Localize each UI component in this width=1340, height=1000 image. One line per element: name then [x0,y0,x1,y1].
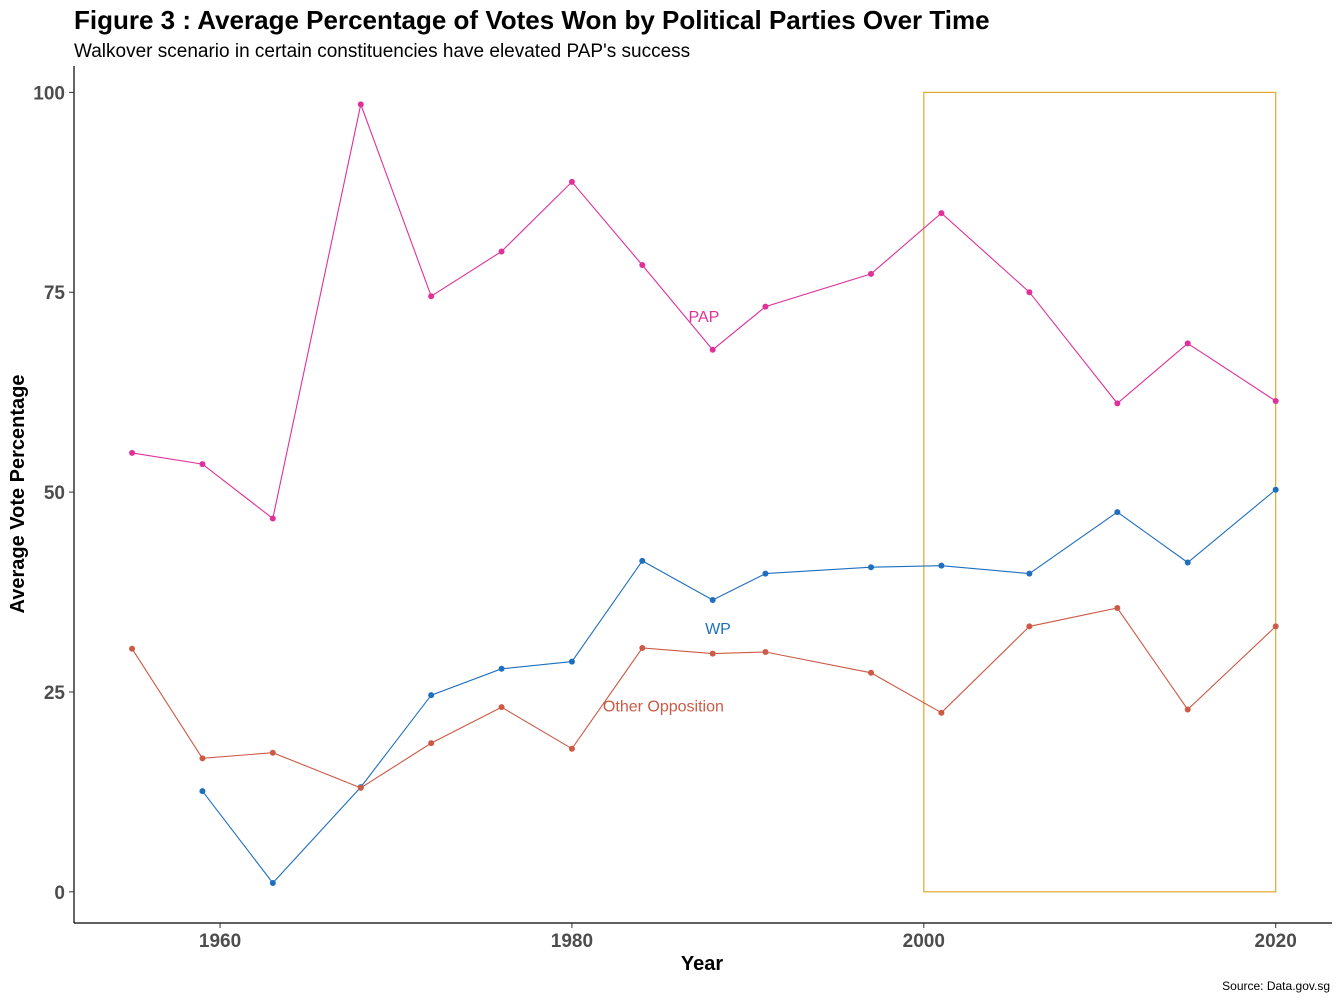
data-point-wp [1272,486,1279,493]
series-label-wp: WP [705,621,731,638]
data-point-pap [199,461,206,468]
data-point-pap [938,210,945,217]
data-point-wp [709,597,716,604]
data-point-pap [568,178,575,185]
data-point-wp [762,570,769,577]
x-tick-label: 1980 [551,931,593,952]
data-point-pap [1026,289,1033,296]
series-labels: PAP WP Other Opposition [603,309,731,715]
data-point-pap [762,303,769,310]
data-point-other-opposition [357,784,364,791]
data-point-other-opposition [568,745,575,752]
data-point-wp [639,557,646,564]
data-point-pap [1272,397,1279,404]
data-point-wp [938,562,945,569]
y-tick-label: 75 [44,283,66,304]
series-points [129,101,1279,887]
x-tick-label: 2000 [903,931,945,952]
data-point-other-opposition [938,709,945,716]
data-point-pap [1184,340,1191,347]
data-point-wp [1026,570,1033,577]
chart-subtitle: Walkover scenario in certain constituenc… [74,41,690,62]
data-point-pap [639,262,646,269]
y-axis-title: Average Vote Percentage [7,375,29,614]
y-tick-label: 0 [54,883,65,904]
x-axis-title: Year [681,953,723,975]
y-axis-ticks: 0 25 50 75 100 [33,83,74,904]
series-lines [131,102,1277,884]
data-point-other-opposition [868,669,875,676]
data-point-pap [1114,400,1121,407]
y-tick-label: 100 [33,83,65,104]
data-point-other-opposition [498,704,505,711]
y-tick-label: 25 [44,683,66,704]
data-point-pap [428,293,435,300]
series-line-wp [201,489,1277,884]
data-point-other-opposition [129,645,136,652]
y-tick-label: 50 [44,483,65,504]
data-point-other-opposition [1272,623,1279,630]
data-point-pap [868,270,875,277]
data-point-wp [199,788,206,795]
data-point-wp [1114,509,1121,516]
data-point-wp [568,658,575,665]
data-point-other-opposition [709,650,716,657]
data-point-wp [868,564,875,571]
series-label-other-opposition: Other Opposition [603,699,724,716]
source-caption: Source: Data.gov.sg [1222,979,1330,993]
data-point-other-opposition [639,644,646,651]
data-point-wp [269,880,276,887]
data-point-other-opposition [1114,605,1121,612]
x-axis-ticks: 1960 1980 2000 2020 [199,923,1297,952]
chart-title: Figure 3 : Average Percentage of Votes W… [74,5,990,35]
data-point-pap [269,515,276,522]
series-line-pap [132,102,1277,520]
highlight-box-layer [923,91,1277,893]
data-point-other-opposition [762,648,769,655]
data-point-pap [129,449,136,456]
data-point-other-opposition [199,755,206,762]
series-label-pap: PAP [688,309,719,326]
data-point-wp [1184,559,1191,566]
data-point-wp [428,692,435,699]
data-point-other-opposition [269,749,276,756]
data-point-pap [357,101,364,108]
highlight-box [923,91,1277,893]
series-line-other-opposition [131,607,1277,789]
data-point-wp [498,665,505,672]
x-tick-label: 2020 [1255,931,1297,952]
data-point-other-opposition [1184,706,1191,713]
data-point-other-opposition [1026,623,1033,630]
data-point-pap [498,248,505,255]
x-tick-label: 1960 [199,931,241,952]
data-point-other-opposition [428,740,435,747]
data-point-pap [709,346,716,353]
